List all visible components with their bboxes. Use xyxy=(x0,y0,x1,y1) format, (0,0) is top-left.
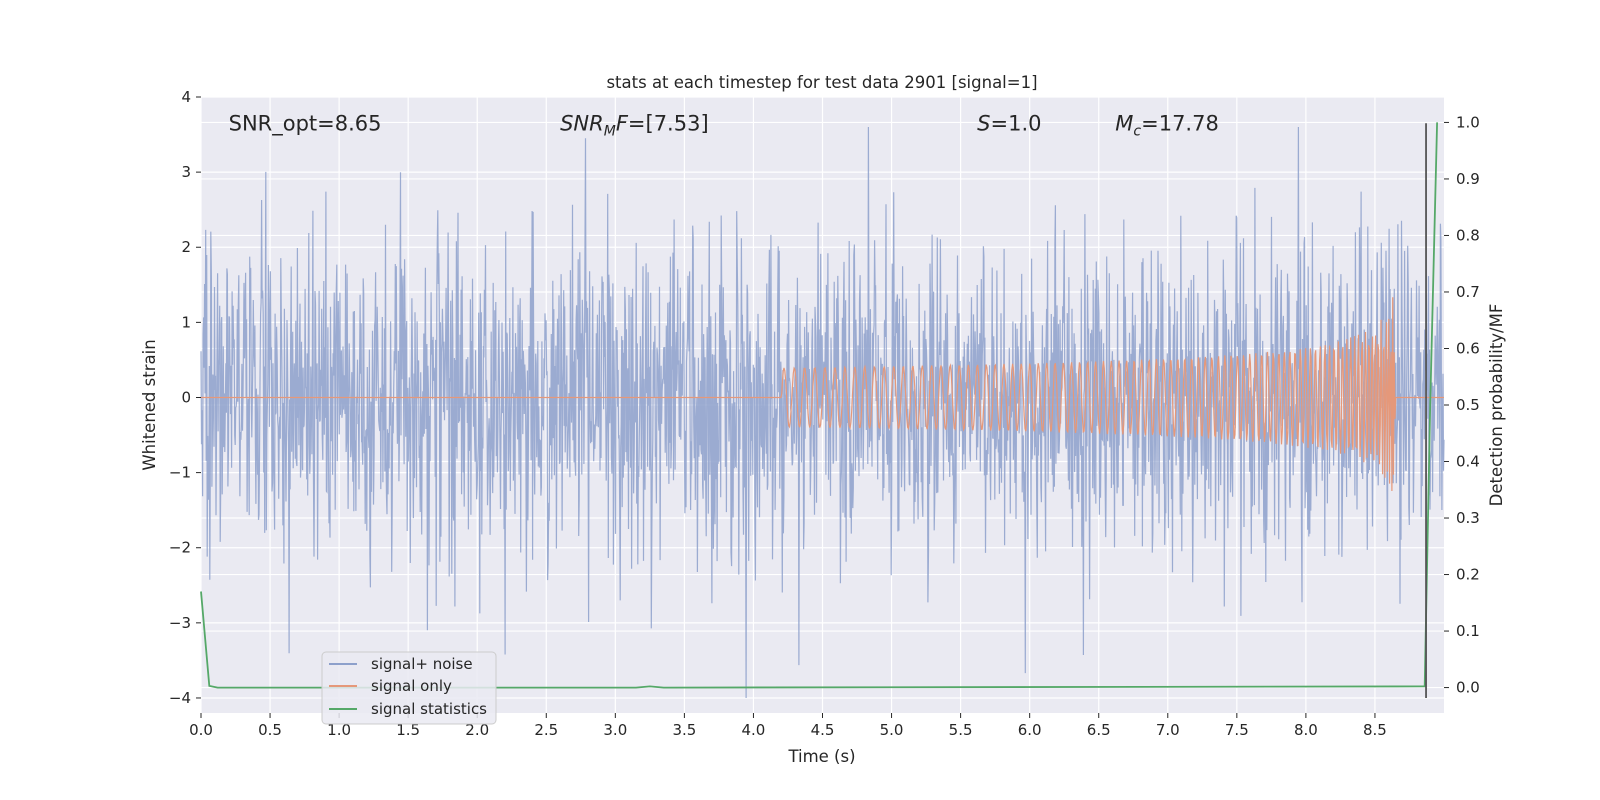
y-tick-label: 0 xyxy=(181,388,191,406)
y-tick-label: 1 xyxy=(181,313,191,331)
y-tick-label: 2 xyxy=(181,238,191,256)
y2-tick-label: 0.4 xyxy=(1456,453,1480,471)
x-tick-label: 0.5 xyxy=(258,721,282,739)
annotation-snr-mf: SNRMF=[7.53] xyxy=(560,111,709,139)
x-tick-label: 7.5 xyxy=(1225,721,1249,739)
line-signal-noise xyxy=(200,126,1445,699)
x-tick-label: 3.5 xyxy=(672,721,696,739)
y2-tick-label: 0.7 xyxy=(1456,283,1480,301)
y2-tick-label: 1.0 xyxy=(1456,113,1480,131)
x-tick-label: 5.0 xyxy=(880,721,904,739)
chart-title: stats at each timestep for test data 290… xyxy=(606,73,1037,92)
y2-tick-label: 0.3 xyxy=(1456,509,1480,527)
y2-axis-label: Detection probability/MF xyxy=(1487,304,1506,507)
legend-label-signal-noise: signal+ noise xyxy=(371,655,473,673)
annotation-chirp-mass: Mc=17.78 xyxy=(1115,111,1219,139)
series-signal-noise xyxy=(200,126,1445,699)
x-axis-label: Time (s) xyxy=(787,747,855,766)
annotations: SNR_opt=8.65 SNRMF=[7.53] S=1.0 Mc=17.78 xyxy=(229,111,1219,139)
y2-tick-label: 0.8 xyxy=(1456,226,1480,244)
x-tick-label: 4.0 xyxy=(742,721,766,739)
y2-tick-label: 0.0 xyxy=(1456,679,1480,697)
x-tick-label: 5.5 xyxy=(949,721,973,739)
y2-tick-label: 0.5 xyxy=(1456,396,1480,414)
x-tick-label: 6.0 xyxy=(1018,721,1042,739)
x-tick-label: 8.5 xyxy=(1363,721,1387,739)
x-tick-label: 1.0 xyxy=(327,721,351,739)
y-tick-label: −1 xyxy=(169,464,191,482)
x-tick-label: 4.5 xyxy=(811,721,835,739)
x-tick-label: 2.0 xyxy=(465,721,489,739)
annotation-snr-opt: SNR_opt=8.65 xyxy=(229,111,382,136)
y2-tick-label: 0.2 xyxy=(1456,566,1480,584)
y2-tick-label: 0.6 xyxy=(1456,339,1480,357)
x-tick-label: 1.5 xyxy=(396,721,420,739)
legend-label-signal-statistics: signal statistics xyxy=(371,700,487,718)
x-tick-label: 0.0 xyxy=(189,721,213,739)
y-axis-label: Whitened strain xyxy=(140,339,159,470)
series-signal-statistics xyxy=(200,122,1438,689)
y-tick-label: 3 xyxy=(181,163,191,181)
x-tick-label: 2.5 xyxy=(534,721,558,739)
x-tick-label: 3.0 xyxy=(603,721,627,739)
y2-tick-label: 0.1 xyxy=(1456,622,1480,640)
y-tick-label: 4 xyxy=(181,88,191,106)
annotation-stat-s: S=1.0 xyxy=(977,111,1041,135)
legend-box xyxy=(321,651,497,725)
y2-tick-label: 0.9 xyxy=(1456,170,1480,188)
legend: signal+ noise signal only signal statist… xyxy=(321,651,497,725)
y2-axis-ticks: 0.0 0.1 0.2 0.3 0.4 0.5 0.6 0.7 0.8 0.9 1.0 xyxy=(1444,113,1480,697)
x-tick-label: 6.5 xyxy=(1087,721,1111,739)
x-tick-label: 8.0 xyxy=(1294,721,1318,739)
series-signal-only xyxy=(201,297,1444,492)
y-tick-label: −3 xyxy=(169,614,191,632)
x-tick-label: 7.0 xyxy=(1156,721,1180,739)
y-axis-ticks: −4 −3 −2 −1 0 1 2 3 4 xyxy=(169,88,201,707)
legend-label-signal-only: signal only xyxy=(371,677,452,695)
y-tick-label: −2 xyxy=(169,539,191,557)
x-axis-ticks: 0.0 0.5 1.0 1.5 2.0 2.5 3.0 3.5 4.0 4.5 5.0 5.5 6.0 6… xyxy=(189,713,1387,739)
line-signal-statistics xyxy=(200,122,1438,689)
y-tick-label: −4 xyxy=(169,689,191,707)
line-signal-only xyxy=(201,297,1444,492)
